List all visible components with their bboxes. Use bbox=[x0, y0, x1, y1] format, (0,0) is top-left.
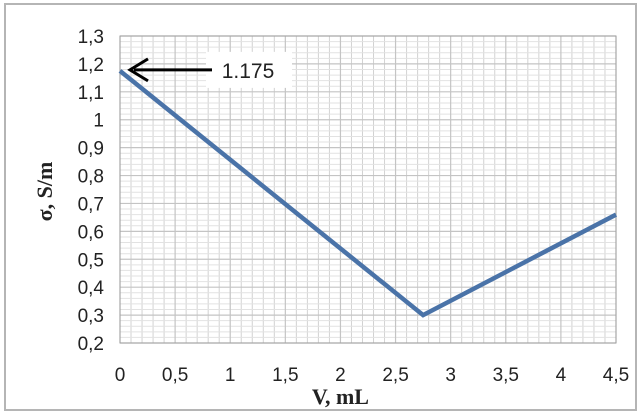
y-tick-label: 1,2 bbox=[78, 55, 104, 76]
x-tick-label: 4 bbox=[556, 365, 567, 386]
y-tick-label: 0,4 bbox=[78, 278, 105, 299]
x-axis-label: V, mL bbox=[312, 384, 369, 409]
y-tick-labels: 0,2 0,3 0,4 0,5 0,6 0,7 0,8 0,9 1 1,1 1,2 1,3 bbox=[78, 27, 105, 355]
major-gridlines bbox=[119, 35, 617, 344]
y-axis-label: σ, S/m bbox=[32, 162, 57, 222]
y-tick-label: 1,3 bbox=[78, 27, 104, 48]
x-tick-label: 0,5 bbox=[162, 365, 188, 386]
annotation-label: 1.175 bbox=[222, 60, 275, 83]
x-tick-labels: 0 0,5 1 1,5 2 2,5 3 3,5 4 4,5 bbox=[115, 365, 630, 386]
y-tick-label: 0,3 bbox=[78, 306, 104, 327]
x-tick-label: 4,5 bbox=[603, 365, 629, 386]
y-tick-label: 0,9 bbox=[78, 139, 104, 160]
x-tick-label: 3,5 bbox=[493, 365, 519, 386]
x-tick-label: 3 bbox=[445, 365, 456, 386]
y-tick-label: 0,7 bbox=[78, 194, 104, 215]
y-tick-label: 1 bbox=[93, 111, 104, 132]
x-tick-label: 1 bbox=[225, 365, 236, 386]
y-tick-label: 0,8 bbox=[78, 167, 104, 188]
x-tick-label: 2,5 bbox=[382, 365, 408, 386]
x-tick-label: 2 bbox=[335, 365, 346, 386]
annotation-label-background bbox=[206, 51, 292, 88]
x-tick-label: 1,5 bbox=[272, 365, 298, 386]
annotation-arrow-head bbox=[127, 57, 149, 83]
plot-area-border bbox=[119, 35, 617, 344]
annotation-group: 1.175 bbox=[127, 51, 292, 88]
y-tick-label: 0,2 bbox=[78, 334, 104, 355]
x-tick-label: 0 bbox=[115, 365, 126, 386]
minor-gridlines bbox=[120, 36, 616, 343]
y-tick-label: 1,1 bbox=[78, 83, 104, 104]
y-tick-label: 0,6 bbox=[78, 222, 104, 243]
y-tick-label: 0,5 bbox=[78, 250, 104, 271]
series-layer bbox=[118, 69, 618, 318]
data-series-line bbox=[118, 69, 618, 318]
